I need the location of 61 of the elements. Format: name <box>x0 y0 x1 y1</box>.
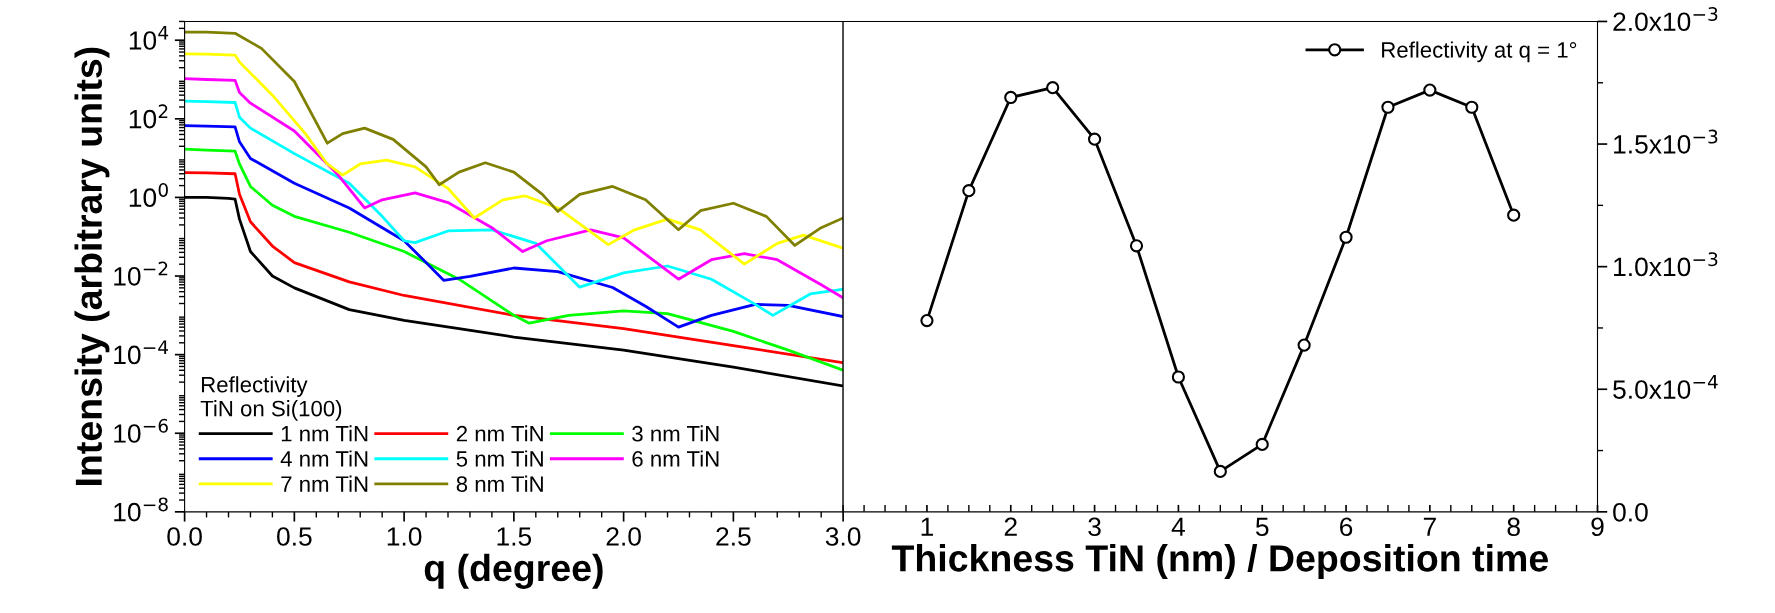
point <box>962 184 976 198</box>
legend-label: 8 nm TiN <box>456 475 543 492</box>
y-tick-label: 10$^{−4}$ <box>114 340 169 365</box>
point <box>1339 230 1353 244</box>
legend-label: 5 nm TiN <box>456 450 543 467</box>
x-axis-title: Thickness TiN (nm) / Deposition time <box>891 544 1548 580</box>
point <box>1507 208 1521 222</box>
line-series <box>184 30 844 247</box>
x-tick-label: 2.0 <box>606 527 641 546</box>
legend-label: 1 nm TiN <box>281 425 368 442</box>
x-tick-label: 4 <box>1171 517 1185 536</box>
y-tick-label: 2.0x10$^{−3}$ <box>1613 7 1718 32</box>
point <box>1423 83 1437 97</box>
x-tick-label: 1.5 <box>497 527 532 546</box>
y-tick-label: 1.5x10$^{−3}$ <box>1614 129 1718 154</box>
x-tick-label: 7 <box>1423 517 1436 536</box>
legend-label: 3 nm TiN <box>632 425 719 442</box>
point <box>1004 90 1018 105</box>
y-tick-label: 10$^{−2}$ <box>114 261 168 286</box>
point <box>1213 464 1227 478</box>
y-tick-label: 10$^{−8}$ <box>114 497 168 522</box>
line-series <box>184 124 844 329</box>
x-axis-title: q (degree) <box>424 553 603 589</box>
line-series <box>184 77 844 300</box>
y-tick-label: 0.0 <box>1613 502 1648 522</box>
point <box>1171 370 1185 384</box>
x-tick-label: 2 <box>1004 517 1017 536</box>
x-tick-label: 0.5 <box>277 527 312 546</box>
point <box>1046 81 1060 95</box>
y-tick-label: 10$^{−6}$ <box>114 418 168 443</box>
x-tick-label: 3.0 <box>825 527 861 546</box>
legend-label: 7 nm TiN <box>281 475 368 492</box>
point <box>1297 338 1311 352</box>
point <box>1255 437 1269 452</box>
y-tick-label: 10$^{0}$ <box>129 182 168 208</box>
x-tick-label: 0.0 <box>167 527 202 546</box>
line-series <box>184 99 844 317</box>
legend-title: Reflectivity TiN on Si(100) <box>200 376 342 421</box>
point <box>920 314 934 328</box>
x-tick-label: 1.0 <box>387 527 422 546</box>
y-tick-label: 5.0x10$^{−4}$ <box>1613 375 1718 399</box>
x-tick-label: 5 <box>1255 517 1269 537</box>
legend-label: 2 nm TiN <box>456 425 543 442</box>
legend-label: 6 nm TiN <box>632 450 719 467</box>
x-tick-label: 1 <box>921 517 933 536</box>
y-tick-label: 1.0x10$^{−3}$ <box>1614 252 1718 277</box>
legend-label: 4 nm TiN <box>280 450 368 467</box>
point <box>1129 239 1144 253</box>
point <box>1381 100 1395 114</box>
x-tick-label: 6 <box>1340 517 1353 537</box>
x-tick-label: 9 <box>1591 517 1604 537</box>
x-tick-label: 8 <box>1507 517 1520 537</box>
y-tick-label: 10$^{2}$ <box>129 104 168 129</box>
y-tick-label: 10$^{4}$ <box>129 26 169 50</box>
x-tick-label: 2.5 <box>716 527 751 546</box>
line-series <box>184 52 844 266</box>
legend-label: Reflectivity at q = 1° <box>1382 41 1577 63</box>
y-axis-title: Intensity (arbitrary units) <box>74 47 110 485</box>
point <box>1465 100 1479 114</box>
x-tick-label: 3 <box>1088 517 1101 537</box>
point <box>1087 132 1102 146</box>
